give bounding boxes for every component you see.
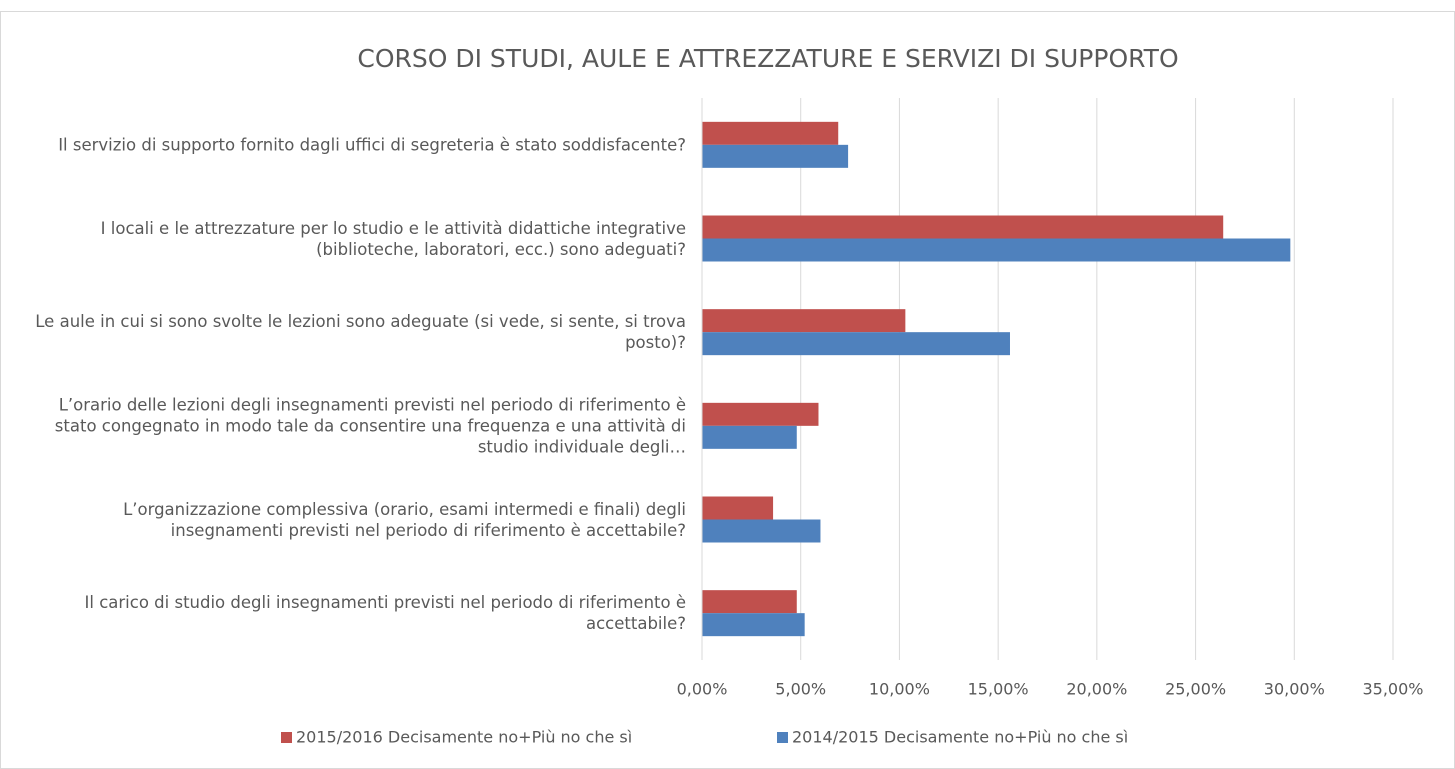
y-tick-label: Il carico di studio degli insegnamenti p…: [84, 593, 686, 634]
y-tick-label: Il servizio di supporto fornito dagli uf…: [58, 135, 686, 155]
bar: [702, 309, 906, 333]
legend-swatch: [281, 732, 292, 743]
bar: [702, 215, 1224, 239]
legend-label: 2015/2016 Decisamente no+Più no che sì: [296, 728, 632, 747]
x-tick-label: 30,00%: [1264, 680, 1325, 699]
x-tick-label: 20,00%: [1066, 680, 1127, 699]
bar: [702, 590, 797, 614]
bar: [702, 144, 849, 168]
x-tick-label: 10,00%: [869, 680, 930, 699]
bar: [702, 519, 821, 543]
legend-swatch: [777, 732, 788, 743]
y-tick-label: I locali e le attrezzature per lo studio…: [100, 218, 686, 259]
y-tick-label: Le aule in cui si sono svolte le lezioni…: [35, 312, 686, 353]
x-tick-label: 15,00%: [968, 680, 1029, 699]
x-tick-label: 35,00%: [1362, 680, 1423, 699]
bar: [702, 402, 819, 426]
y-tick-label: L’organizzazione complessiva (orario, es…: [123, 499, 686, 540]
bar: [702, 425, 797, 449]
chart-title: CORSO DI STUDI, AULE E ATTREZZATURE E SE…: [357, 44, 1178, 73]
bar: [702, 121, 839, 145]
y-tick-label: L’orario delle lezioni degli insegnament…: [54, 395, 686, 457]
bar: [702, 613, 805, 637]
x-tick-label: 0,00%: [677, 680, 728, 699]
bar: [702, 238, 1291, 262]
legend-label: 2014/2015 Decisamente no+Più no che sì: [792, 728, 1128, 747]
bar: [702, 332, 1010, 356]
x-tick-label: 5,00%: [775, 680, 826, 699]
x-tick-label: 25,00%: [1165, 680, 1226, 699]
bar: [702, 496, 774, 520]
